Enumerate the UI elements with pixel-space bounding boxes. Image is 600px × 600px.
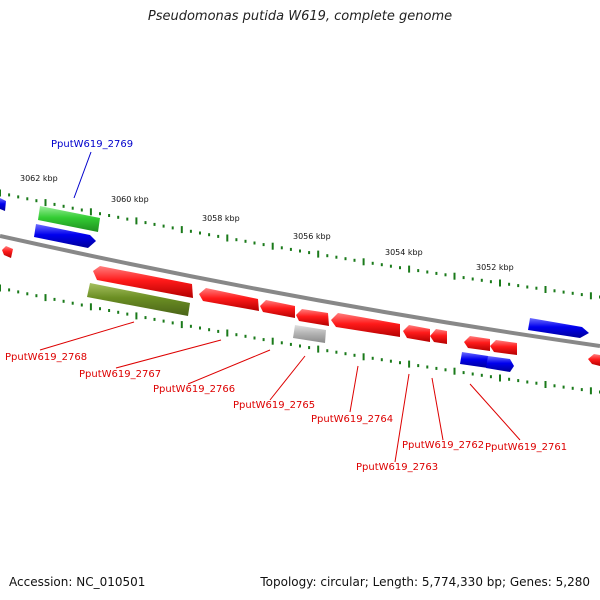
gene-label-2762[interactable]: PputW619_2762 xyxy=(402,440,484,451)
scale-label-3062: 3062 kbp xyxy=(20,174,58,183)
gene-label-2761[interactable]: PputW619_2761 xyxy=(485,442,567,453)
lower-tick-row xyxy=(0,284,600,395)
gene-arrow-2761b[interactable] xyxy=(490,340,517,355)
gene-arrow-2764[interactable] xyxy=(331,313,400,337)
gene-label-2764[interactable]: PputW619_2764 xyxy=(311,414,393,425)
gene-arrow-blue-lower-a[interactable] xyxy=(460,352,488,368)
genome-backbone xyxy=(0,234,600,348)
gene-pseudo-grey[interactable] xyxy=(293,325,326,343)
scale-label-3056: 3056 kbp xyxy=(293,232,331,241)
gene-arrow-2766[interactable] xyxy=(199,288,259,311)
gene-arrow-blue-upper-left[interactable] xyxy=(34,224,96,248)
gene-arrow-2763[interactable] xyxy=(403,325,430,342)
scale-label-3060: 3060 kbp xyxy=(111,195,149,204)
accession-text: Accession: NC_010501 xyxy=(9,575,146,589)
gene-arrow-2768[interactable] xyxy=(93,266,193,298)
genome-summary-text: Topology: circular; Length: 5,774,330 bp… xyxy=(260,575,590,589)
gene-arrow-2766b[interactable] xyxy=(260,300,295,318)
scale-label-3052: 3052 kbp xyxy=(476,263,514,272)
upper-tick-row xyxy=(0,189,600,300)
gene-label-2768[interactable]: PputW619_2768 xyxy=(5,352,87,363)
gene-arrow-blue-lower-b[interactable] xyxy=(486,356,514,372)
gene-arrow-2769-green[interactable] xyxy=(38,206,100,232)
gene-arrow-left-edge-red[interactable] xyxy=(2,246,13,258)
gene-label-2765[interactable]: PputW619_2765 xyxy=(233,400,315,411)
label-leader-lines xyxy=(39,151,521,463)
gene-arrow-2762[interactable] xyxy=(430,329,447,344)
gene-arrow-2761a[interactable] xyxy=(464,336,490,351)
gene-label-2763[interactable]: PputW619_2763 xyxy=(356,462,438,473)
gene-arrow-2765[interactable] xyxy=(296,309,329,326)
gene-arrow-2767-olive[interactable] xyxy=(87,283,190,316)
scale-label-3058: 3058 kbp xyxy=(202,214,240,223)
scale-label-3054: 3054 kbp xyxy=(385,248,423,257)
gene-arrow-right-edge-red[interactable] xyxy=(588,354,600,366)
gene-label-2767[interactable]: PputW619_2767 xyxy=(79,369,161,380)
gene-label-2766[interactable]: PputW619_2766 xyxy=(153,384,235,395)
gene-label-2769[interactable]: PputW619_2769 xyxy=(51,139,133,150)
gene-arrow-blue-upper-right[interactable] xyxy=(528,318,589,338)
gene-arrow-left-edge-blue[interactable] xyxy=(0,198,6,211)
map-title: Pseudomonas putida W619, complete genome xyxy=(147,9,453,24)
